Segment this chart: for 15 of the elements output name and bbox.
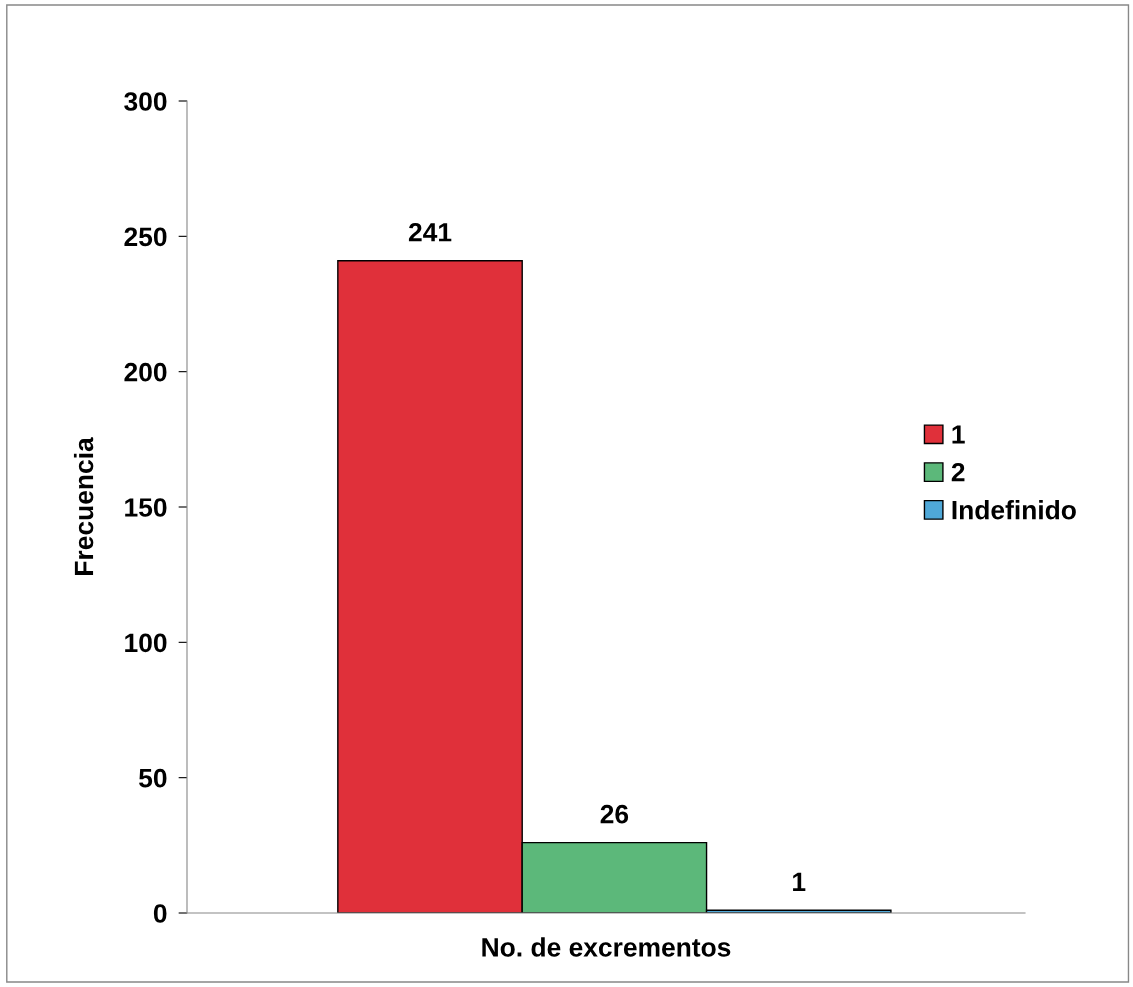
- y-tick-label: 300: [124, 92, 167, 111]
- y-axis-title: Frecuencia: [73, 437, 94, 575]
- legend-label: Indefinido: [952, 500, 1076, 520]
- y-tick-label: 150: [125, 498, 167, 517]
- y-tick-label: 200: [124, 362, 167, 382]
- y-tick-label: 0: [153, 904, 167, 923]
- data-label: 26: [600, 804, 629, 824]
- y-tick-label: 50: [139, 768, 167, 788]
- x-axis-title: No. de excrementos: [482, 937, 731, 957]
- y-tick-label: 250: [124, 227, 167, 247]
- data-label: 241: [408, 222, 452, 242]
- legend-label: 1: [952, 425, 965, 444]
- data-label: 1: [793, 872, 806, 891]
- legend-label: 2: [951, 462, 965, 482]
- y-tick-label: 100: [125, 633, 167, 653]
